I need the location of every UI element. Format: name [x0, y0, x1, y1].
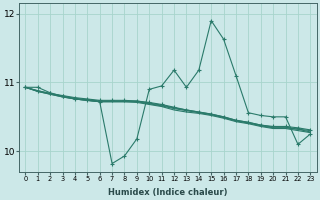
X-axis label: Humidex (Indice chaleur): Humidex (Indice chaleur) [108, 188, 228, 197]
